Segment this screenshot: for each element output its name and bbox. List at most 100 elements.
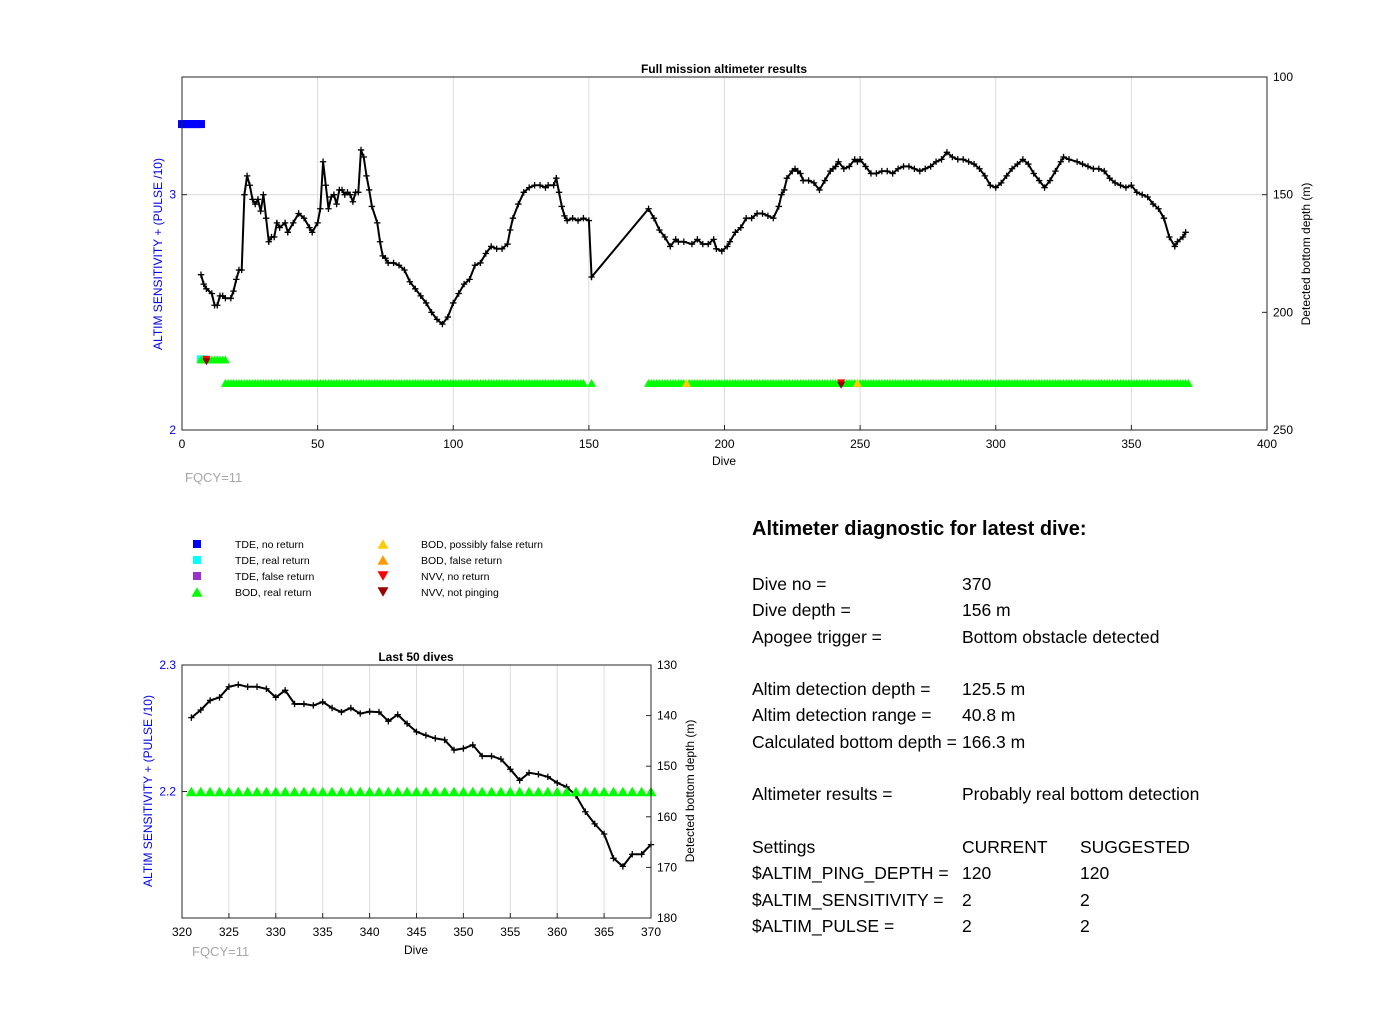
bottom-depth-point [821,177,829,184]
bottom-depth-point [225,683,233,690]
altim-detection-depth-row: Altim detection depth = 125.5 m [752,676,1372,702]
bottom-depth-point [328,704,336,712]
legend-item-label: TDE, real return [235,555,310,567]
y-right-tick-label: 150 [1273,188,1293,202]
x-tick-label: 355 [500,925,520,939]
bottom-depth-point [916,167,923,175]
bottom-depth-point [460,745,467,752]
altimeter-results-value: Probably real bottom detection [962,784,1200,805]
y-right-tick-label: 130 [657,658,677,672]
bottom-depth-point [724,243,731,250]
bottom-depth-point [1014,160,1021,168]
bottom-depth-point [295,210,302,217]
bottom-depth-point [244,683,251,690]
bottom-depth-point [366,708,373,715]
bottom-depth-point [466,276,473,283]
zoom-fqcy-annotation: FQCY=11 [192,944,249,959]
bod-triangle-marker [570,786,582,797]
bottom-depth-point [493,245,500,252]
bottom-depth-point [629,851,636,858]
bottom-depth-point [585,217,593,224]
altim-detection-range-row: Altim detection range = 40.8 m [752,702,1372,728]
bottom-depth-point [911,165,918,172]
legend-item-label: TDE, no return [235,539,304,551]
y-right-tick-label: 180 [657,911,677,925]
bod-triangle-marker [289,786,301,797]
bottom-depth-point [783,174,791,182]
bottom-depth-point [504,240,511,248]
y-right-tick-label: 200 [1273,305,1293,319]
bottom-depth-point [1155,205,1162,212]
bottom-depth-point [675,238,682,245]
legend-square-marker [193,572,201,580]
bottom-depth-point [748,215,755,222]
x-tick-label: 250 [850,437,870,451]
y-right-tick-label: 250 [1273,423,1293,437]
sensitivity-row: $ALTIM_SENSITIVITY = 2 2 [752,887,1372,913]
altim-detection-range-label: Altim detection range = [752,705,932,726]
dive-depth-value: 156 m [962,600,1011,621]
bottom-depth-point [694,236,701,243]
bod-triangle-marker [220,355,230,364]
bod-triangle-marker [204,786,216,797]
bod-triangle-marker [223,786,235,797]
bottom-depth-point [1117,182,1124,189]
pulse-row: $ALTIM_PULSE = 2 2 [752,913,1372,939]
legend-square-marker [193,556,201,564]
bod-triangle-marker [345,786,357,797]
x-tick-label: 325 [219,925,239,939]
bottom-depth-point [764,212,772,220]
bottom-depth-point [873,170,880,177]
bod-triangle-marker [392,786,404,797]
y-right-tick-label: 170 [657,860,677,874]
x-tick-label: 50 [311,437,325,451]
altim-detection-depth-value: 125.5 m [962,679,1026,700]
ping-depth-label: $ALTIM_PING_DEPTH = [752,863,949,884]
bottom-depth-point [428,309,435,316]
bottom-depth-point [200,280,207,288]
bottom-depth-point [1166,233,1173,241]
bod-triangle-marker [401,786,413,797]
zoom-marks [185,681,657,870]
bottom-depth-point [1128,182,1135,189]
bottom-depth-point [509,215,517,222]
bottom-depth-point [265,238,272,245]
apogee-trigger-row: Apogee trigger = Bottom obstacle detecte… [752,624,1372,650]
diagnostic-title: Altimeter diagnostic for latest dive: [752,518,1087,540]
nvv-triangle-marker [202,358,211,366]
bottom-depth-point [970,160,978,168]
bottom-depth-point [432,735,439,742]
bod-triangle-marker [523,786,535,797]
bottom-depth-point [368,203,376,210]
ping-depth-row: $ALTIM_PING_DEPTH = 120 120 [752,860,1372,886]
main-marks [178,120,1193,389]
zoom-plot: 320 325 330 335 340 345 350 355 360 365 370 2.2 2.3 1… [141,650,697,959]
bottom-depth-point [846,163,853,170]
bottom-depth-point [488,752,495,760]
bod-triangle-marker [587,379,597,387]
bottom-depth-point [770,215,777,222]
bottom-depth-point [188,714,195,721]
x-tick-label: 300 [986,437,1006,451]
y-left-tick-label: 2.2 [159,785,176,799]
bottom-depth-point [582,808,589,815]
bod-triangle-marker [579,786,591,797]
bod-triangle-marker [551,786,563,797]
bottom-depth-point [417,292,424,300]
bottom-depth-point [450,299,457,307]
bod-triangle-marker [354,786,366,797]
bottom-depth-point [257,207,264,215]
bod-triangle-marker [232,786,244,797]
bottom-depth-point [574,217,582,224]
bottom-depth-point [516,777,523,784]
bottom-depth-point [688,240,696,248]
bottom-depth-point [271,233,278,241]
bottom-depth-point [1065,156,1073,163]
bottom-depth-point [667,243,674,250]
bottom-depth-point [638,851,645,858]
bottom-depth-point [905,163,913,170]
bottom-depth-point [238,266,245,274]
bod-triangle-marker [429,786,441,797]
bottom-depth-point [197,706,204,714]
bottom-depth-point [233,276,240,283]
